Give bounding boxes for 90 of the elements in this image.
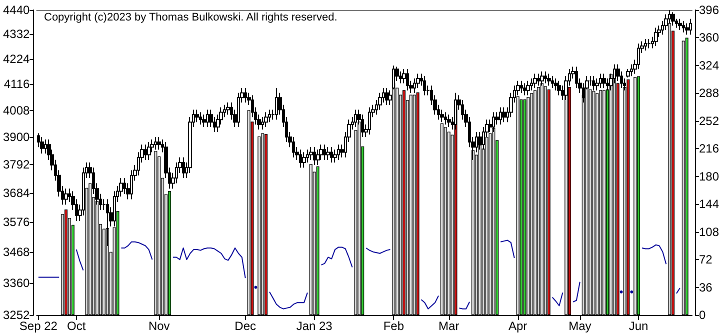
candlestick	[337, 144, 340, 160]
candlestick	[533, 73, 537, 89]
candlestick	[654, 27, 658, 46]
y-tick-label: 4008	[2, 103, 30, 118]
candlestick	[202, 114, 206, 128]
y-tick-label: 4224	[2, 52, 30, 66]
x-tick-label: Dec	[234, 319, 256, 333]
y-tick-label: 4116	[4, 77, 30, 92]
candlestick	[299, 149, 302, 168]
candlestick	[40, 136, 44, 154]
y2-tick-label: 36	[699, 280, 713, 294]
candlestick	[144, 144, 147, 160]
candlestick	[195, 109, 199, 123]
y2-tick-label: 396	[699, 3, 720, 17]
candlestick	[399, 70, 402, 84]
y-tick-label: 4440	[2, 3, 30, 17]
candlestick	[199, 112, 202, 126]
y-tick-label: 3252	[2, 308, 30, 322]
candlestick	[264, 112, 268, 128]
candlestick	[182, 156, 185, 179]
x-tick-label: Mar	[438, 319, 460, 333]
annotation: Copyright (c)2023 by Thomas Bulkowski. All rights reserved.	[44, 12, 338, 24]
y-tick-label: 3468	[2, 245, 30, 260]
y2-tick-label: 144	[699, 197, 720, 212]
candlestick	[302, 152, 306, 168]
candlestick	[551, 76, 554, 89]
candlestick	[575, 66, 578, 89]
y-tick-label: 4332	[2, 27, 30, 42]
candlestick	[423, 76, 426, 96]
candlestick	[595, 78, 599, 91]
y2-tick-label: 216	[699, 142, 720, 156]
candlestick	[644, 38, 647, 52]
candlestick	[682, 20, 685, 33]
candlestick	[526, 80, 530, 96]
candlestick	[499, 106, 502, 126]
candlestick	[368, 106, 371, 136]
candlestick	[626, 68, 630, 78]
y2-tick-label: 324	[699, 58, 720, 72]
candlestick	[547, 73, 551, 86]
y-tick-label: 3360	[2, 276, 30, 290]
x-tick-label: May	[568, 319, 592, 333]
x-tick-label: Sep 22	[19, 319, 58, 333]
x-tick-label: Nov	[148, 319, 170, 333]
y2-tick-label: 180	[699, 169, 720, 184]
candlestick	[209, 109, 213, 128]
y2-tick-label: 288	[699, 86, 720, 100]
y2-tick-label: 0	[699, 308, 706, 322]
candlestick	[323, 144, 326, 160]
candlestick	[416, 73, 420, 89]
candlestick	[244, 88, 247, 103]
candlestick	[678, 18, 682, 31]
candlestick	[554, 78, 558, 91]
y2-tick-label: 252	[699, 114, 720, 128]
candlestick	[602, 73, 606, 89]
candlestick	[637, 43, 640, 70]
y-tick-label: 3684	[2, 186, 30, 200]
candlestick	[237, 92, 240, 128]
candlestick	[589, 76, 592, 86]
x-tick-label: Feb	[383, 319, 404, 333]
y2-tick-label: 360	[699, 30, 720, 45]
candlestick	[326, 146, 330, 160]
candlestick	[64, 188, 68, 206]
candlestick	[268, 109, 271, 123]
candlestick	[330, 146, 333, 163]
candlestick	[206, 109, 209, 128]
y2-tick-label: 72	[699, 252, 713, 267]
candlestick	[599, 73, 602, 89]
candlestick	[523, 82, 526, 96]
y-tick-label: 3792	[2, 158, 30, 172]
x-tick-label: Oct	[67, 319, 86, 333]
candlestick	[557, 80, 561, 96]
candlestick	[275, 88, 278, 120]
x-tick-label: Apr	[508, 319, 528, 333]
candlestick	[630, 64, 633, 77]
candlestick	[226, 102, 230, 116]
x-tick-label: Jun	[628, 319, 648, 333]
candlestick	[520, 80, 523, 94]
candlestick	[647, 38, 651, 49]
candlestick	[502, 106, 506, 123]
candlestick	[689, 18, 692, 36]
candlestick	[685, 22, 689, 36]
candlestick	[378, 92, 382, 110]
y-tick-label: 3576	[2, 214, 30, 229]
candlestick	[157, 136, 161, 150]
candlestick	[447, 114, 451, 128]
candlestick	[385, 88, 389, 106]
x-tick-label: Jan 23	[296, 319, 333, 333]
y-tick-label: 3900	[2, 130, 30, 144]
y2-tick-label: 108	[699, 224, 720, 239]
candlestick	[147, 142, 151, 160]
